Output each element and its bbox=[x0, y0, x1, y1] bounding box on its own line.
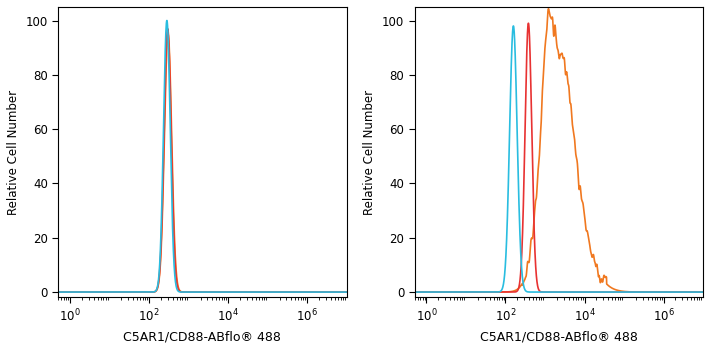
X-axis label: C5AR1/CD88-ABflo® 488: C5AR1/CD88-ABflo® 488 bbox=[480, 330, 638, 343]
X-axis label: C5AR1/CD88-ABflo® 488: C5AR1/CD88-ABflo® 488 bbox=[124, 330, 281, 343]
Y-axis label: Relative Cell Number: Relative Cell Number bbox=[364, 90, 376, 215]
Y-axis label: Relative Cell Number: Relative Cell Number bbox=[7, 90, 20, 215]
